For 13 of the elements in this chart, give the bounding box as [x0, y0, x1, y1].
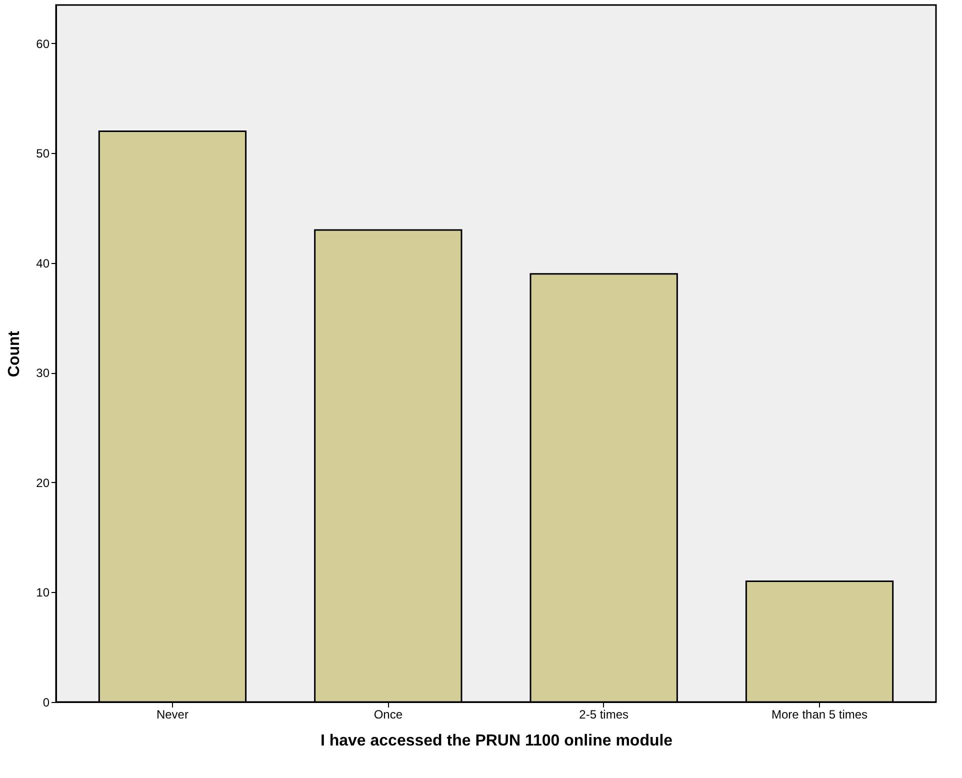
x-tick-label: Never	[156, 708, 188, 722]
y-tick-label: 50	[36, 146, 50, 161]
y-tick-label: 30	[36, 366, 50, 380]
y-tick-label: 10	[36, 586, 50, 600]
y-axis-title: Count	[6, 330, 24, 378]
y-tick-label: 60	[36, 36, 50, 51]
x-tick-label: 2-5 times	[579, 708, 629, 722]
x-axis-title: I have accessed the PRUN 1100 online module	[320, 732, 673, 750]
x-tick-label: Once	[374, 708, 403, 722]
y-tick-label: 0	[42, 696, 50, 710]
y-tick-label: 20	[36, 476, 50, 490]
x-tick-label: More than 5 times	[772, 708, 868, 722]
y-tick-label: 40	[36, 256, 50, 270]
